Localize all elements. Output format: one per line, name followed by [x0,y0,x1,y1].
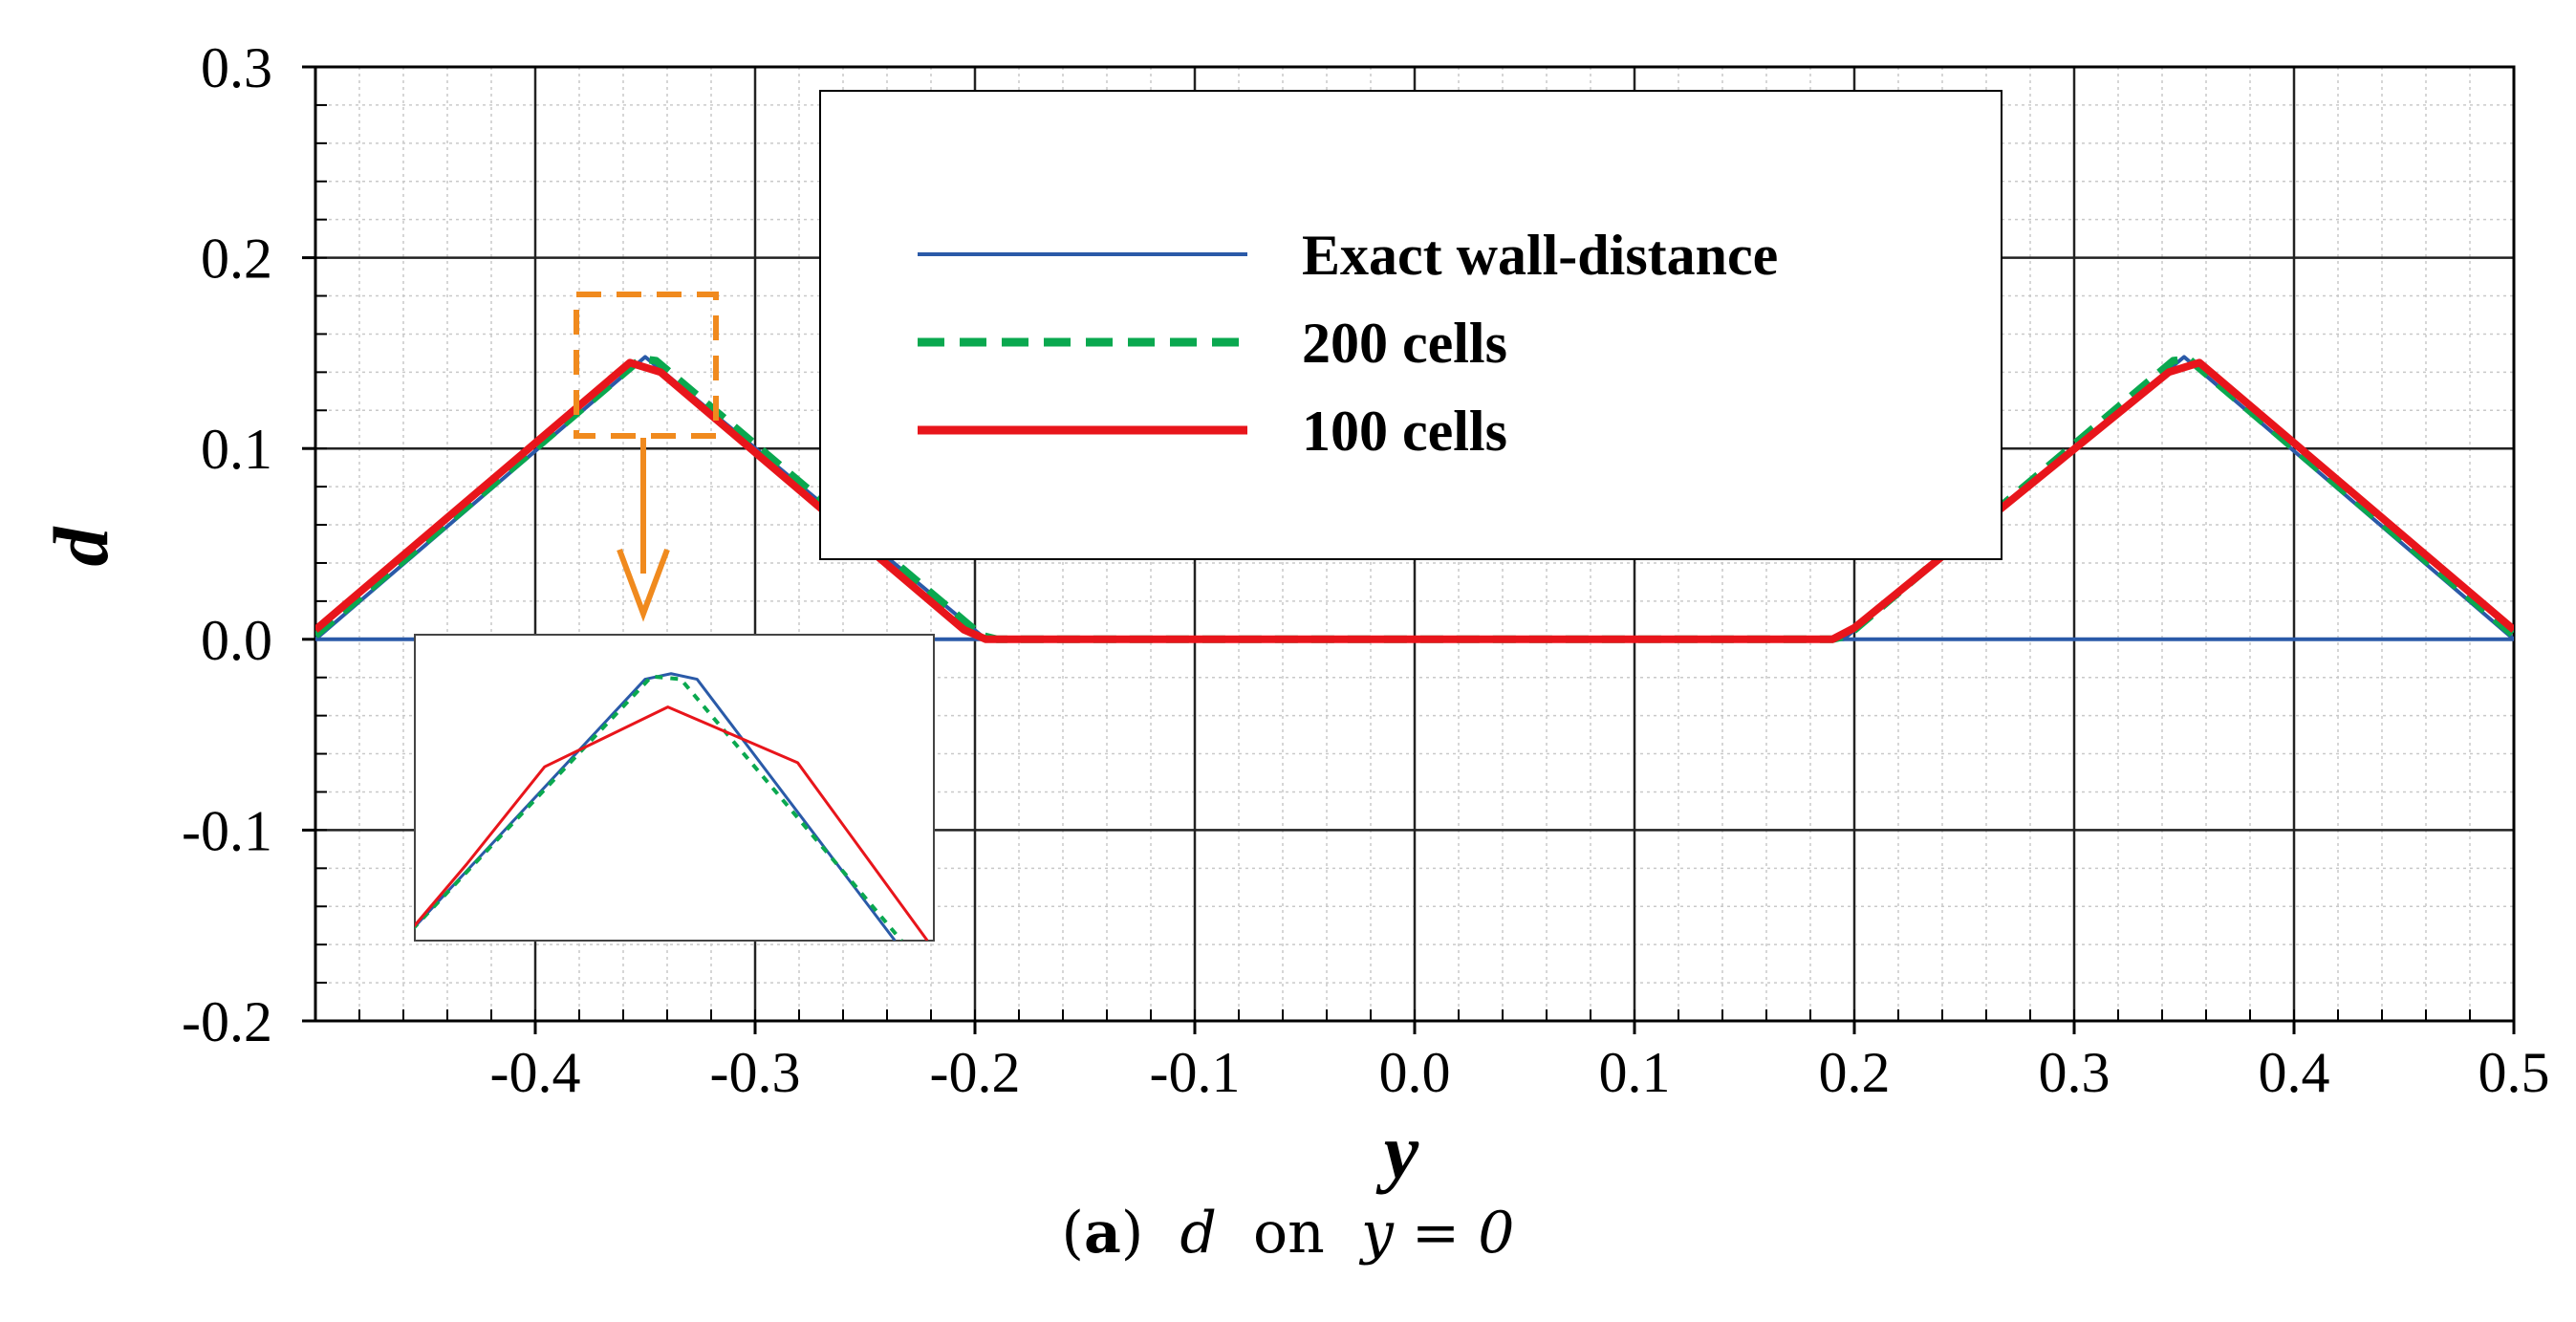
figure-caption: (a) d on y = 0 [1061,1200,1515,1267]
legend-box [819,90,2002,560]
x-tick-label: 0.4 [2259,1041,2330,1104]
inset-frame [414,634,935,942]
legend-label-200: 200 cells [1302,312,1507,375]
inset-series-line-0 [415,672,897,941]
x-tick-label: 0.1 [1599,1041,1671,1104]
series-line-2 [315,358,2514,643]
x-tick-label: 0.2 [1819,1041,1891,1104]
x-tick-label: -0.2 [930,1041,1021,1104]
y-tick-label: 0.1 [201,418,272,481]
x-axis-title: y [1375,1108,1419,1195]
y-tick-labels: -0.2 -0.1 0.0 0.1 0.2 0.3 [182,36,272,1053]
x-tick-label: -0.3 [710,1041,801,1104]
y-tick-label: 0.3 [201,36,272,99]
x-tick-label: 0.0 [1379,1041,1451,1104]
x-tick-label: -0.4 [490,1041,581,1104]
legend-label-100: 100 cells [1302,400,1507,463]
legend-label-exact: Exact wall-distance [1302,224,1778,287]
caption-on: on [1253,1200,1325,1267]
caption-equation: y = 0 [1360,1200,1515,1267]
y-tick-label: 0.0 [201,609,272,672]
y-tick-label: -0.1 [182,799,272,862]
x-tick-labels: -0.4 -0.3 -0.2 -0.1 0.0 0.1 0.2 0.3 0.4 0.5 [490,1041,2550,1104]
y-axis-title: d [37,527,124,567]
inset-layer [415,672,929,941]
x-tick-label: 0.5 [2479,1041,2550,1104]
y-tick-label: 0.2 [201,228,272,291]
axis-ticks [302,65,2516,1034]
x-tick-label: 0.3 [2039,1041,2111,1104]
inset-series-line-2 [415,705,929,941]
caption-label: a [1083,1200,1121,1267]
y-tick-label: -0.2 [182,990,272,1053]
zoom-arrow-head [617,548,670,622]
caption-variable: d [1180,1200,1217,1267]
x-tick-label: -0.1 [1150,1041,1241,1104]
zoom-highlight-box [574,292,719,439]
